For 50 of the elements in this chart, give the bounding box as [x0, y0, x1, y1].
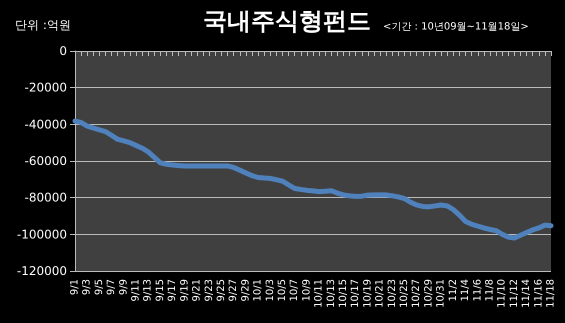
x-tick-label: 10/25 [399, 279, 410, 308]
x-tick-label: 10/23 [386, 279, 398, 308]
y-tick-label: -40000 [24, 117, 67, 132]
x-tick-label: 10/15 [338, 279, 350, 308]
x-tick-label: 9/7 [106, 279, 118, 296]
x-tick-label: 11/10 [496, 279, 508, 308]
x-tick-label: 9/13 [142, 279, 154, 302]
x-tick-label: 9/11 [130, 279, 142, 302]
y-tick-label: -120000 [16, 264, 67, 278]
x-tick-label: 9/23 [204, 279, 215, 302]
x-tick-label: 9/29 [240, 279, 252, 302]
chart-subtitle: <기간 : 10년09월~11월18일> [383, 22, 529, 32]
x-tick-label: 11/4 [460, 279, 472, 302]
x-tick-label: 10/3 [264, 279, 276, 302]
x-tick-label: 11/6 [472, 279, 484, 302]
y-tick-label: 0 [59, 44, 67, 58]
x-tick-label: 9/21 [192, 279, 203, 302]
y-axis-title: 단위 :억원 [15, 18, 71, 32]
x-tick-label: 9/27 [228, 279, 240, 302]
x-tick-label: 11/14 [521, 279, 532, 308]
x-tick-label: 9/1 [70, 279, 80, 296]
chart-title: 국내주식형펀드 [203, 7, 371, 35]
x-tick-label: 9/5 [94, 279, 105, 296]
x-tick-label: 10/19 [362, 279, 374, 308]
x-tick-label: 9/3 [82, 279, 93, 296]
x-tick-label: 11/2 [448, 279, 459, 302]
x-tick-label: 11/16 [533, 279, 544, 308]
x-tick-label: 10/29 [423, 279, 434, 308]
x-tick-label: 10/7 [289, 279, 300, 302]
x-tick-label: 10/21 [374, 279, 386, 308]
x-tick-label: 10/9 [301, 279, 312, 302]
x-tick-label: 9/17 [167, 279, 178, 302]
x-tick-label: 10/13 [326, 279, 337, 308]
x-tick-label: 10/31 [436, 279, 447, 308]
y-tick-label: -60000 [24, 154, 67, 168]
x-tick-label: 11/12 [508, 279, 520, 308]
x-tick-label: 10/1 [252, 279, 264, 302]
y-tick-label: -80000 [24, 190, 67, 205]
x-tick-label: 11/8 [484, 279, 496, 302]
y-tick-label: -20000 [24, 80, 67, 95]
x-tick-label: 9/15 [154, 279, 166, 302]
y-tick-label: -100000 [16, 227, 67, 242]
x-tick-label: 11/18 [546, 279, 556, 308]
x-tick-label: 9/9 [118, 279, 130, 296]
x-tick-label: 10/27 [411, 279, 422, 308]
x-tick-label: 9/19 [179, 279, 190, 302]
x-tick-label: 10/17 [350, 279, 362, 308]
x-tick-label: 10/5 [276, 279, 288, 302]
x-tick-label: 10/11 [314, 279, 325, 308]
x-tick-label: 9/25 [216, 279, 227, 302]
